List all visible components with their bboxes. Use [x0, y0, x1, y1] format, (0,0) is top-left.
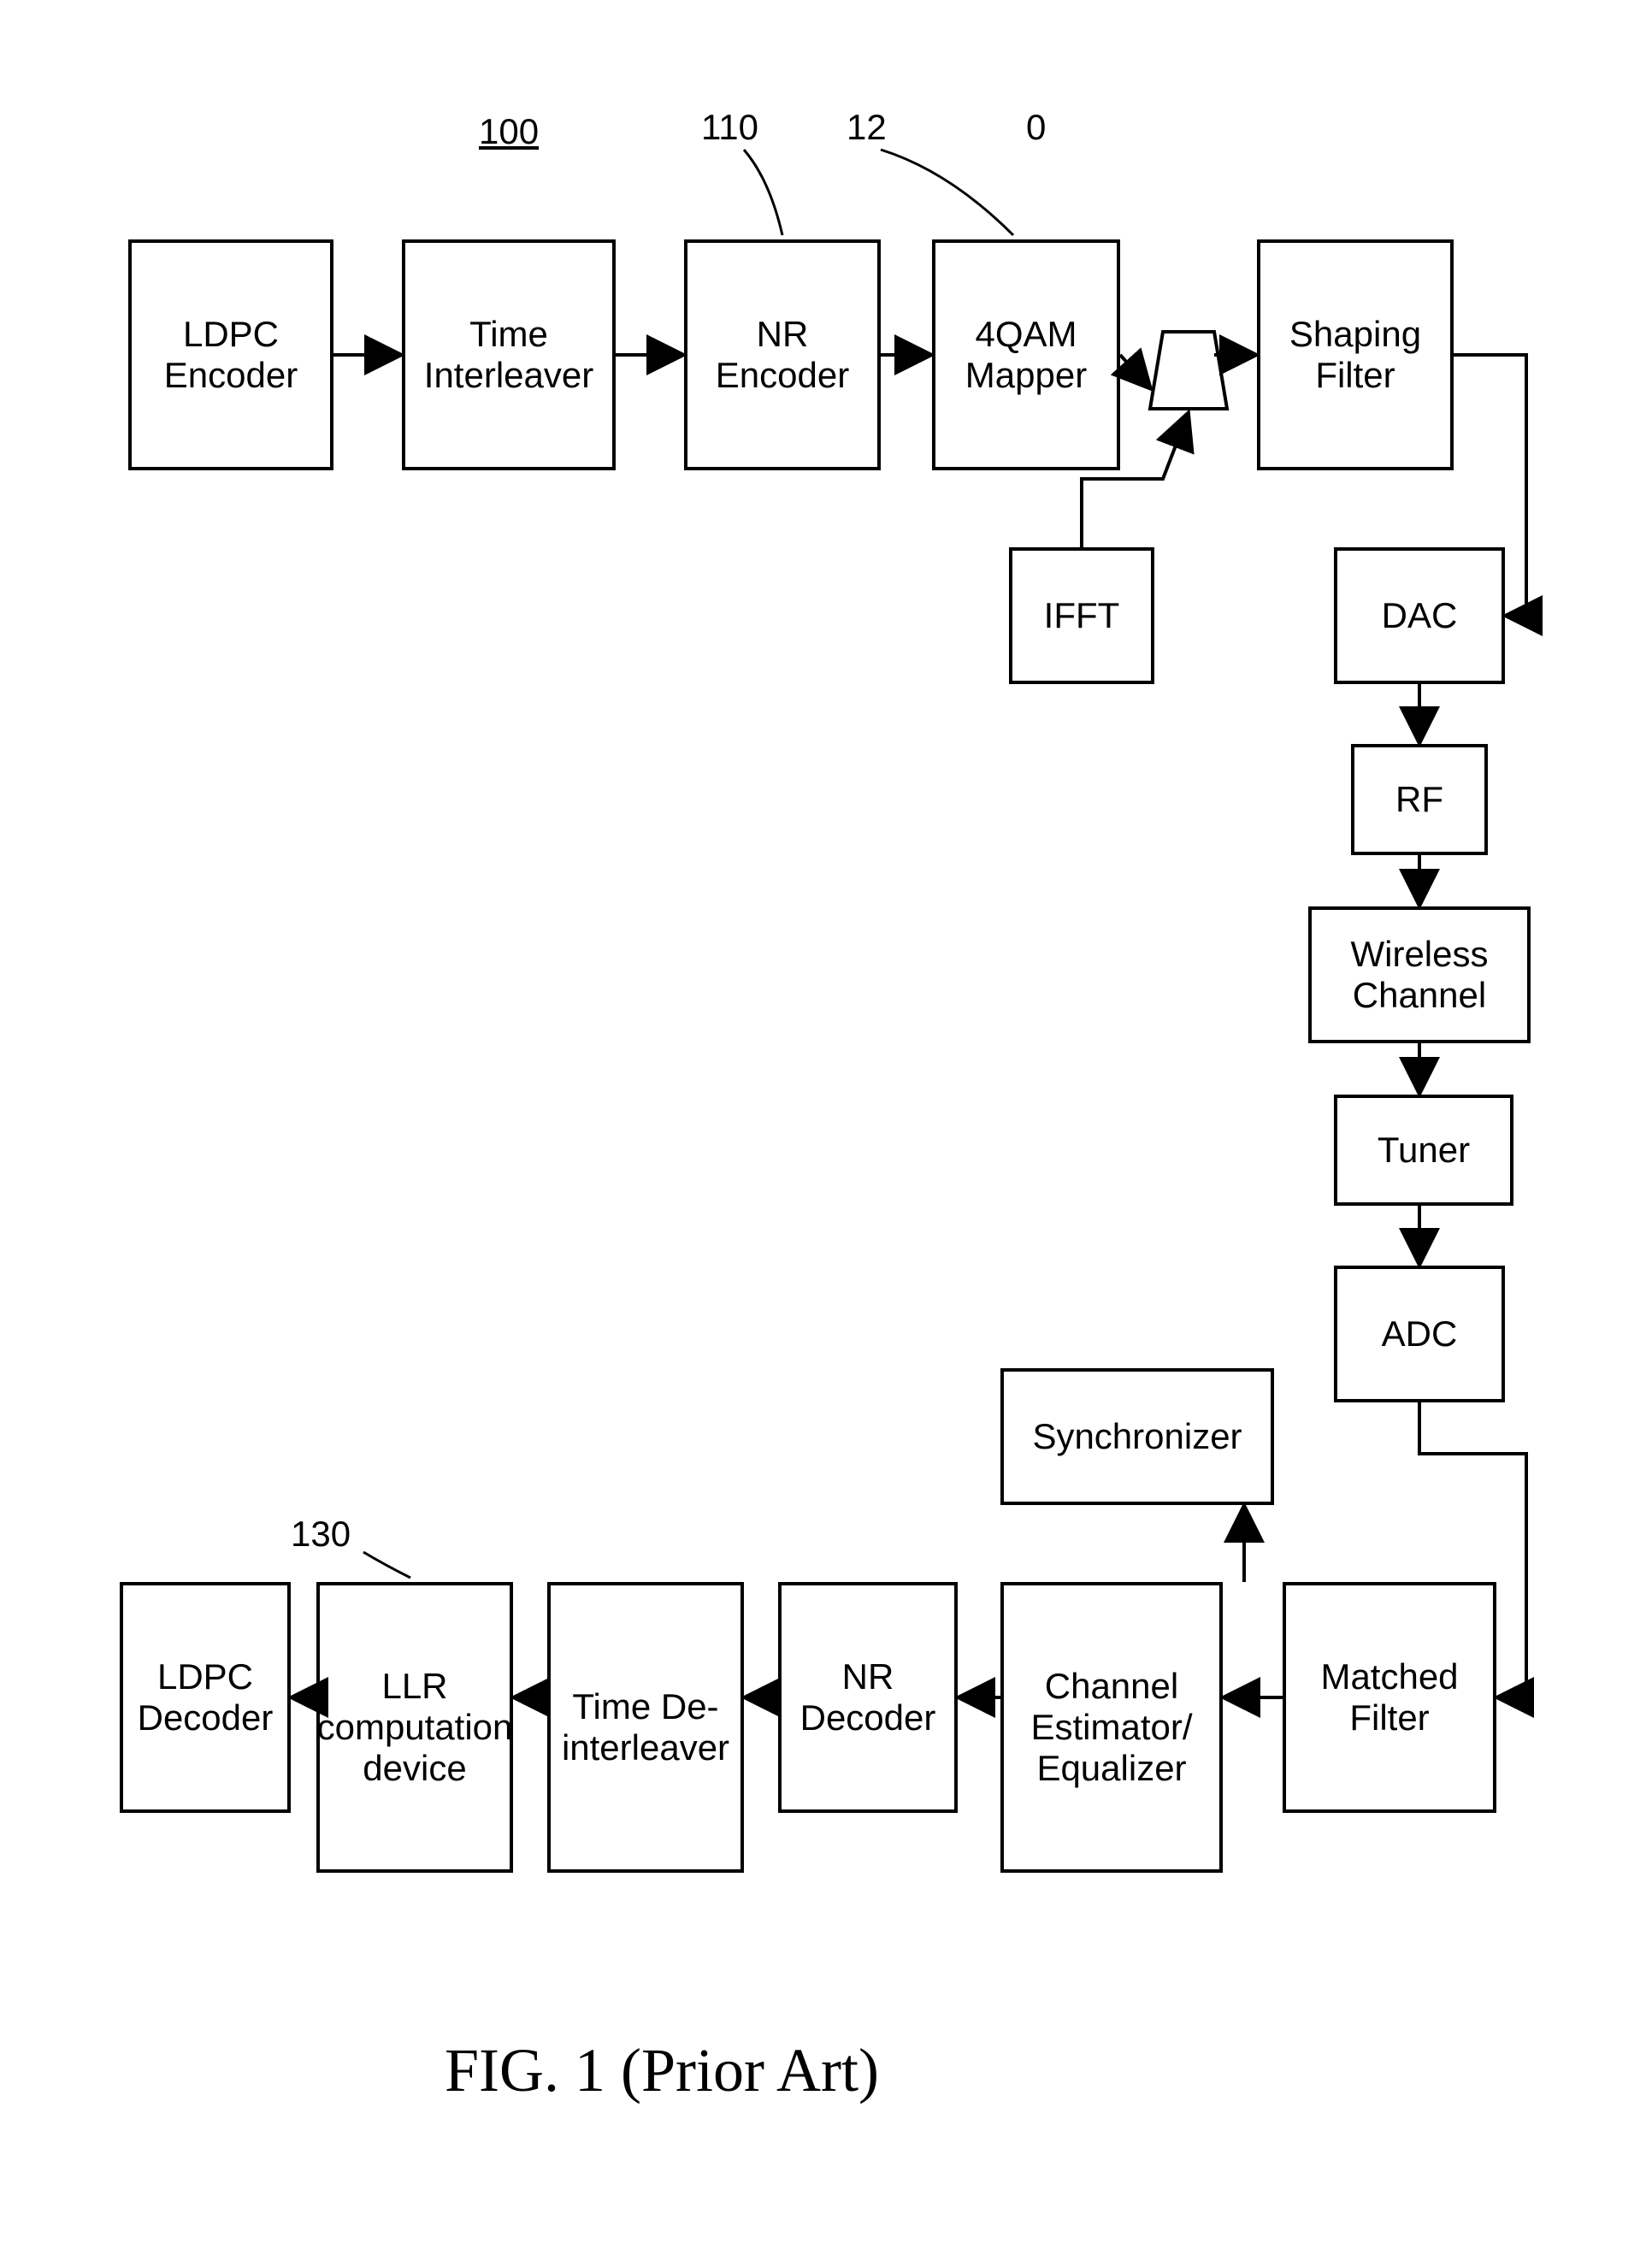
block-ldpc-encoder: LDPC Encoder	[128, 239, 333, 470]
block-time-deinterleaver: Time De- interleaver	[547, 1582, 744, 1873]
block-4qam-mapper: 4QAM Mapper	[932, 239, 1120, 470]
block-dac: DAC	[1334, 547, 1505, 684]
block-wireless-channel: Wireless Channel	[1308, 906, 1531, 1043]
block-ldpc-decoder: LDPC Decoder	[120, 1582, 291, 1813]
block-adc: ADC	[1334, 1266, 1505, 1402]
block-ifft: IFFT	[1009, 547, 1154, 684]
block-llr: LLR computation device	[316, 1582, 513, 1873]
callout-110: 110	[701, 107, 758, 148]
ref-100: 100	[479, 111, 539, 152]
block-rf: RF	[1351, 744, 1488, 855]
callout-12: 12	[847, 107, 887, 148]
block-nr-encoder: NR Encoder	[684, 239, 881, 470]
block-time-interleaver: Time Interleaver	[402, 239, 616, 470]
block-shaping-filter: Shaping Filter	[1257, 239, 1454, 470]
block-nr-decoder: NR Decoder	[778, 1582, 958, 1813]
block-matched-filter: Matched Filter	[1283, 1582, 1496, 1813]
block-channel-estimator: Channel Estimator/ Equalizer	[1000, 1582, 1223, 1873]
block-synchronizer: Synchronizer	[1000, 1368, 1274, 1505]
block-tuner: Tuner	[1334, 1095, 1513, 1206]
callout-0: 0	[1026, 107, 1046, 148]
callout-130: 130	[291, 1514, 351, 1555]
figure-caption: FIG. 1 (Prior Art)	[445, 2035, 879, 2106]
